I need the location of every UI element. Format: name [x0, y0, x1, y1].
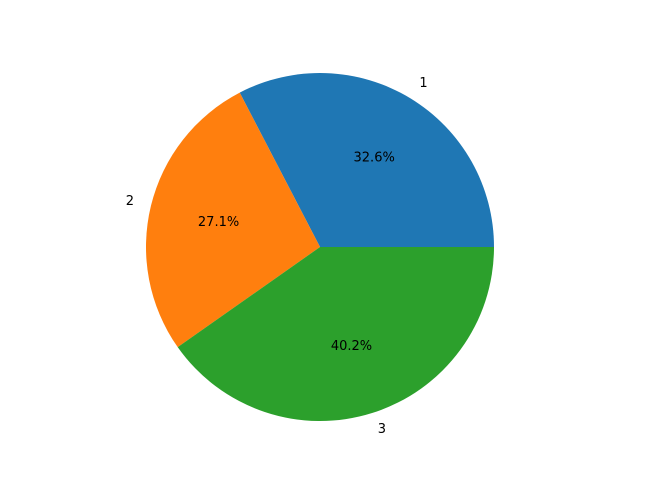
percent-label: 27.1%: [198, 215, 239, 230]
slice-label: 2: [126, 194, 134, 209]
slice-label: 3: [378, 422, 386, 437]
pie-slice: [239, 73, 494, 248]
pie-slice: [146, 92, 320, 348]
pie-slice: [177, 247, 495, 421]
percent-label: 40.2%: [331, 339, 372, 354]
percent-label: 32.6%: [354, 150, 395, 165]
slice-label: 1: [419, 76, 427, 91]
